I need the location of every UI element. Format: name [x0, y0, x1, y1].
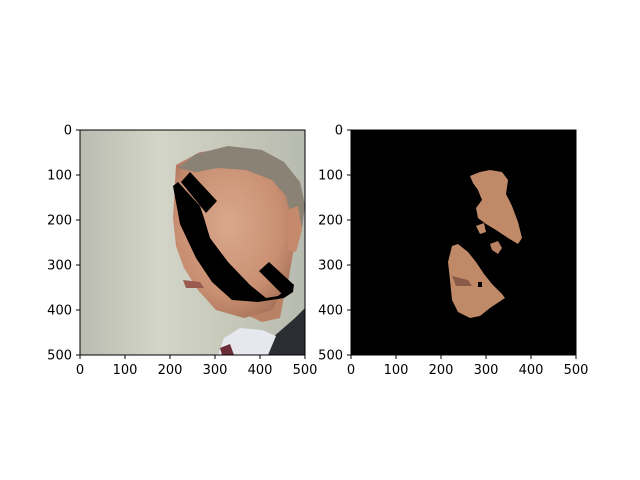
right-y-tick-label: 400	[318, 304, 343, 319]
left-y-tick-label: 500	[47, 349, 72, 364]
right-x-tick-label: 300	[474, 363, 499, 378]
right-y-tick-label: 100	[318, 169, 343, 184]
white-collar	[218, 328, 276, 355]
right-y-tick-label: 300	[318, 259, 343, 274]
right-axis-ticks: 0 100 200 300 400 500 0 100 200 300 400 500	[318, 124, 588, 379]
left-x-tick-label: 0	[76, 363, 84, 378]
skin-region-small-right	[490, 241, 502, 254]
phone-handset-body	[173, 182, 294, 302]
skin-region-gap	[478, 282, 482, 287]
right-axes-frame	[350, 129, 577, 356]
left-x-tick-label: 500	[293, 363, 318, 378]
tie	[220, 344, 234, 355]
ear	[287, 206, 302, 252]
right-y-tick-label: 0	[335, 124, 343, 139]
left-y-tick-label: 100	[47, 169, 72, 184]
left-x-tick-label: 300	[203, 363, 228, 378]
lips	[183, 280, 204, 288]
phone-lower-end	[259, 262, 294, 296]
skin-region-upper	[470, 170, 522, 244]
left-image-panel	[80, 130, 305, 355]
phone-mask	[173, 172, 294, 302]
left-y-tick-label: 200	[47, 214, 72, 229]
phone-upper-end	[181, 172, 217, 213]
left-x-tick-label: 400	[248, 363, 273, 378]
right-x-tick-label: 500	[564, 363, 589, 378]
left-axes-frame	[79, 129, 306, 356]
segmentation-background	[351, 130, 576, 355]
skin-region-lower	[448, 244, 505, 318]
right-x-tick-label: 0	[347, 363, 355, 378]
left-y-tick-label: 0	[64, 124, 72, 139]
skin-region-lips	[452, 276, 472, 286]
right-x-tick-label: 100	[384, 363, 409, 378]
right-x-tick-label: 400	[519, 363, 544, 378]
left-y-tick-label: 300	[47, 259, 72, 274]
right-x-tick-label: 200	[429, 363, 454, 378]
right-image-panel	[351, 130, 576, 355]
left-x-tick-label: 200	[158, 363, 183, 378]
left-x-tick-label: 100	[113, 363, 138, 378]
left-axis-ticks: 0 100 200 300 400 500 0 100 200 300 400 500	[47, 124, 317, 379]
skin-region-small-upper	[476, 223, 486, 234]
hair	[178, 146, 305, 228]
right-y-tick-label: 200	[318, 214, 343, 229]
right-y-tick-label: 500	[318, 349, 343, 364]
left-y-tick-label: 400	[47, 304, 72, 319]
